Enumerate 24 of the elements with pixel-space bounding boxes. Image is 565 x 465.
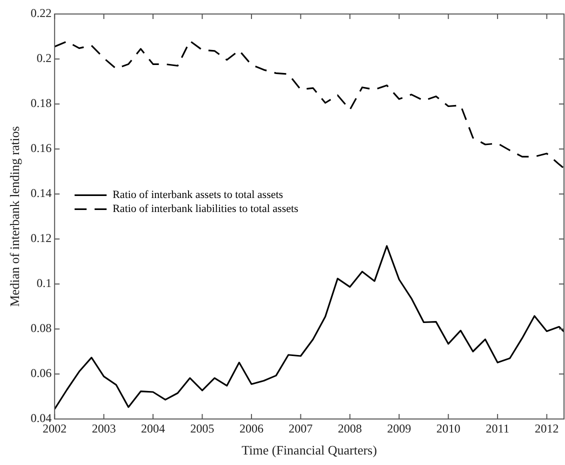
legend-label: Ratio of interbank liabilities to total assets — [112, 203, 298, 216]
y-tick-label: 0.22 — [30, 6, 52, 20]
y-tick-label: 0.06 — [30, 366, 52, 380]
y-axis-title: Median of interbank lending ratios — [7, 126, 22, 307]
x-tick-label: 2007 — [288, 421, 313, 436]
y-tick-label: 0.14 — [30, 186, 52, 200]
y-tick-label: 0.16 — [30, 141, 52, 156]
y-tick-label: 0.18 — [30, 96, 52, 110]
y-tick-label: 0.1 — [36, 276, 52, 290]
x-axis-title: Time (Financial Quarters) — [242, 442, 377, 458]
x-tick-label: 2008 — [338, 421, 362, 436]
x-tick-label: 2011 — [486, 421, 510, 436]
y-tick-label: 0.08 — [30, 321, 52, 336]
line-series — [54, 40, 564, 170]
x-tick-label: 2003 — [92, 421, 116, 436]
y-tick-label: 0.2 — [36, 51, 52, 66]
x-tick-label: 2004 — [141, 421, 166, 436]
x-tick-label: 2009 — [387, 421, 412, 436]
x-tick-label: 2012 — [534, 421, 559, 436]
x-tick-label: 2010 — [436, 421, 460, 436]
x-tick-label: 2005 — [190, 421, 214, 436]
x-tick-label: 2006 — [239, 421, 264, 436]
legend-label: Ratio of interbank assets to total assets — [112, 189, 284, 202]
y-tick-label: 0.12 — [30, 231, 52, 246]
